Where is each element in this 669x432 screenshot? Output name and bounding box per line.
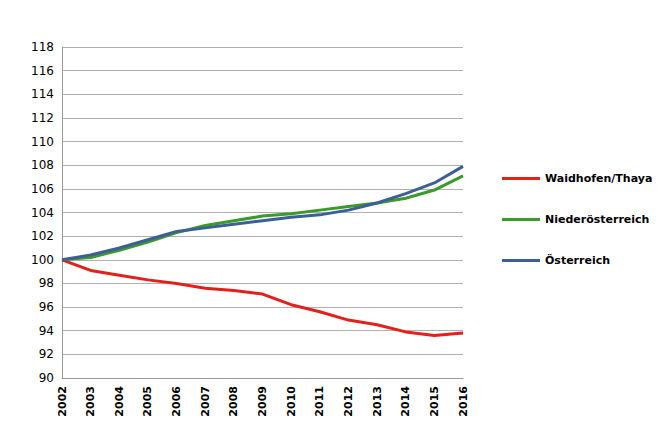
svg-text:2005: 2005 — [141, 386, 154, 417]
svg-text:110: 110 — [31, 135, 54, 149]
svg-text:112: 112 — [31, 111, 54, 125]
svg-text:Niederösterreich: Niederösterreich — [545, 213, 649, 226]
svg-text:98: 98 — [39, 276, 54, 290]
svg-text:100: 100 — [31, 253, 54, 267]
svg-text:102: 102 — [31, 229, 54, 243]
svg-text:104: 104 — [31, 206, 54, 220]
svg-text:2002: 2002 — [56, 386, 69, 417]
svg-text:2014: 2014 — [399, 386, 412, 417]
svg-text:2009: 2009 — [256, 386, 269, 417]
svg-text:Österreich: Österreich — [545, 253, 610, 267]
svg-text:96: 96 — [39, 300, 54, 314]
svg-text:116: 116 — [31, 64, 54, 78]
svg-text:90: 90 — [39, 371, 54, 385]
svg-text:2004: 2004 — [113, 386, 126, 417]
svg-text:114: 114 — [31, 87, 54, 101]
svg-text:2015: 2015 — [428, 386, 441, 417]
svg-text:2010: 2010 — [285, 386, 298, 417]
svg-text:106: 106 — [31, 182, 54, 196]
svg-text:2006: 2006 — [170, 386, 183, 417]
svg-text:Waidhofen/Thaya: Waidhofen/Thaya — [545, 172, 652, 185]
svg-text:2008: 2008 — [227, 386, 240, 417]
svg-text:2016: 2016 — [457, 386, 470, 417]
svg-text:2012: 2012 — [342, 386, 355, 417]
svg-text:2013: 2013 — [371, 386, 384, 417]
svg-text:2003: 2003 — [84, 386, 97, 417]
svg-text:92: 92 — [39, 347, 54, 361]
svg-text:118: 118 — [31, 40, 54, 54]
svg-text:2011: 2011 — [313, 386, 326, 417]
svg-text:108: 108 — [31, 158, 54, 172]
svg-text:2007: 2007 — [199, 386, 212, 417]
svg-text:94: 94 — [39, 324, 54, 338]
